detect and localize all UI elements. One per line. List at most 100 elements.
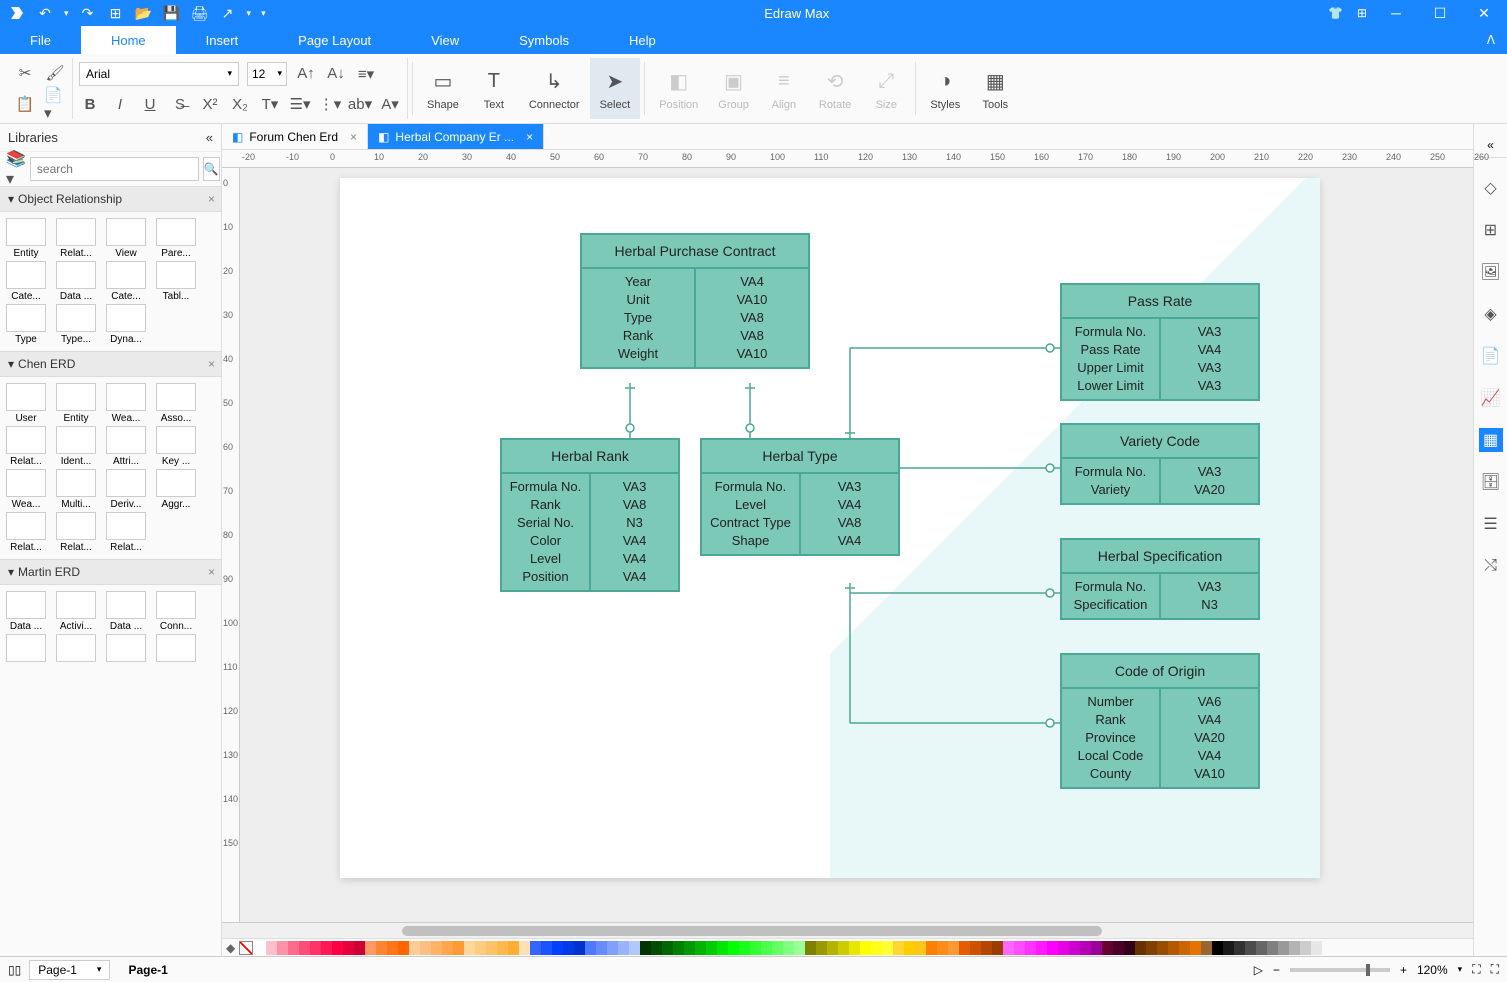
highlight-icon[interactable]: ab▾	[349, 93, 371, 115]
bold-icon[interactable]: B	[79, 93, 101, 115]
print-icon[interactable]: 🖨	[191, 4, 209, 22]
color-swatch[interactable]	[1289, 941, 1300, 955]
close-icon[interactable]: ×	[208, 192, 215, 206]
color-swatch[interactable]	[1300, 941, 1311, 955]
rail-data-icon[interactable]: 🗄	[1479, 470, 1503, 494]
rail-image-icon[interactable]: 🖼	[1479, 260, 1503, 284]
color-swatch[interactable]	[673, 941, 684, 955]
color-swatch[interactable]	[750, 941, 761, 955]
lib-item[interactable]: Aggr...	[152, 469, 200, 510]
close-icon[interactable]: ×	[208, 565, 215, 579]
zoom-out-icon[interactable]: −	[1273, 963, 1280, 977]
search-icon[interactable]: 🔍	[203, 157, 220, 181]
entity-passrate[interactable]: Pass RateFormula No.Pass RateUpper Limit…	[1060, 283, 1260, 401]
color-swatch[interactable]	[970, 941, 981, 955]
color-swatch[interactable]	[1157, 941, 1168, 955]
export-icon[interactable]: ↗	[219, 4, 237, 22]
lib-item[interactable]: Relat...	[2, 426, 50, 467]
font-shrink-icon[interactable]: A↓	[325, 63, 347, 85]
color-swatch[interactable]	[838, 941, 849, 955]
color-swatch[interactable]	[1102, 941, 1113, 955]
color-swatch[interactable]	[629, 941, 640, 955]
color-swatch[interactable]	[959, 941, 970, 955]
rail-layers-icon[interactable]: ◈	[1479, 302, 1503, 326]
entity-type[interactable]: Herbal TypeFormula No.LevelContract Type…	[700, 438, 900, 556]
color-swatch[interactable]	[299, 941, 310, 955]
color-swatch[interactable]	[387, 941, 398, 955]
zoom-slider[interactable]	[1290, 968, 1390, 972]
menu-symbols[interactable]: Symbols	[489, 26, 599, 54]
color-swatch[interactable]	[904, 941, 915, 955]
lib-item[interactable]: View	[102, 218, 150, 259]
color-swatch[interactable]	[321, 941, 332, 955]
font-select[interactable]: Arial▾	[79, 62, 239, 86]
color-swatch[interactable]	[486, 941, 497, 955]
case-icon[interactable]: T▾	[259, 93, 281, 115]
cut-icon[interactable]: ✂	[14, 62, 36, 84]
color-swatch[interactable]	[585, 941, 596, 955]
color-swatch[interactable]	[255, 941, 266, 955]
color-swatch[interactable]	[827, 941, 838, 955]
color-swatch[interactable]	[365, 941, 376, 955]
color-swatch[interactable]	[1069, 941, 1080, 955]
color-swatch[interactable]	[706, 941, 717, 955]
color-swatch[interactable]	[772, 941, 783, 955]
menu-page-layout[interactable]: Page Layout	[268, 26, 401, 54]
lib-item[interactable]: Multi...	[52, 469, 100, 510]
menu-view[interactable]: View	[401, 26, 489, 54]
color-swatch[interactable]	[1047, 941, 1058, 955]
lib-section-header[interactable]: ▾Martin ERD×	[0, 559, 221, 585]
color-swatch[interactable]	[475, 941, 486, 955]
palette-picker-icon[interactable]: ◆	[226, 941, 235, 955]
color-swatch[interactable]	[607, 941, 618, 955]
color-swatch[interactable]	[596, 941, 607, 955]
entity-purchase[interactable]: Herbal Purchase ContractYearUnitTypeRank…	[580, 233, 810, 369]
color-swatch[interactable]	[431, 941, 442, 955]
color-swatch[interactable]	[1245, 941, 1256, 955]
lib-item[interactable]: Cate...	[102, 261, 150, 302]
color-swatch[interactable]	[1025, 941, 1036, 955]
copy-icon[interactable]: 📋	[14, 93, 36, 115]
format-painter-icon[interactable]: 🖌	[44, 62, 66, 84]
color-swatch[interactable]	[1190, 941, 1201, 955]
lib-item[interactable]: Attri...	[102, 426, 150, 467]
ribbon-styles-button[interactable]: ◑Styles	[920, 58, 970, 119]
color-swatch[interactable]	[1223, 941, 1234, 955]
lib-item[interactable]: Pare...	[152, 218, 200, 259]
no-fill-swatch[interactable]	[239, 941, 253, 955]
minimize-button[interactable]: ─	[1381, 5, 1411, 21]
rail-shuffle-icon[interactable]: ⤭	[1479, 554, 1503, 578]
lib-item[interactable]: User	[2, 383, 50, 424]
ribbon-text-button[interactable]: TText	[469, 58, 519, 119]
bullets-icon[interactable]: ☰▾	[289, 93, 311, 115]
lib-item[interactable]	[102, 634, 150, 664]
color-swatch[interactable]	[343, 941, 354, 955]
canvas[interactable]: Herbal Purchase ContractYearUnitTypeRank…	[240, 168, 1473, 922]
color-swatch[interactable]	[310, 941, 321, 955]
color-swatch[interactable]	[981, 941, 992, 955]
rail-chart-icon[interactable]: 📈	[1479, 386, 1503, 410]
color-swatch[interactable]	[541, 941, 552, 955]
open-icon[interactable]: 📂	[135, 4, 153, 22]
color-swatch[interactable]	[662, 941, 673, 955]
color-swatch[interactable]	[761, 941, 772, 955]
h-scrollbar[interactable]	[222, 922, 1473, 938]
color-swatch[interactable]	[871, 941, 882, 955]
rail-apps-icon[interactable]: ⊞	[1479, 218, 1503, 242]
entity-variety[interactable]: Variety CodeFormula No.VarietyVA3VA20	[1060, 423, 1260, 505]
close-icon[interactable]: ×	[526, 130, 533, 144]
superscript-icon[interactable]: X²	[199, 93, 221, 115]
search-input[interactable]	[30, 157, 199, 181]
color-swatch[interactable]	[1003, 941, 1014, 955]
color-swatch[interactable]	[1256, 941, 1267, 955]
fit-page-icon[interactable]: ⛶	[1472, 962, 1480, 977]
font-size-select[interactable]: 12▾	[247, 62, 287, 86]
color-swatch[interactable]	[497, 941, 508, 955]
color-swatch[interactable]	[398, 941, 409, 955]
color-swatch[interactable]	[651, 941, 662, 955]
lib-item[interactable]: Ident...	[52, 426, 100, 467]
color-swatch[interactable]	[519, 941, 530, 955]
paste-icon[interactable]: 📄▾	[44, 93, 66, 115]
page-combo[interactable]: Page-1▾	[29, 960, 110, 980]
lib-item[interactable]: Activi...	[52, 591, 100, 632]
